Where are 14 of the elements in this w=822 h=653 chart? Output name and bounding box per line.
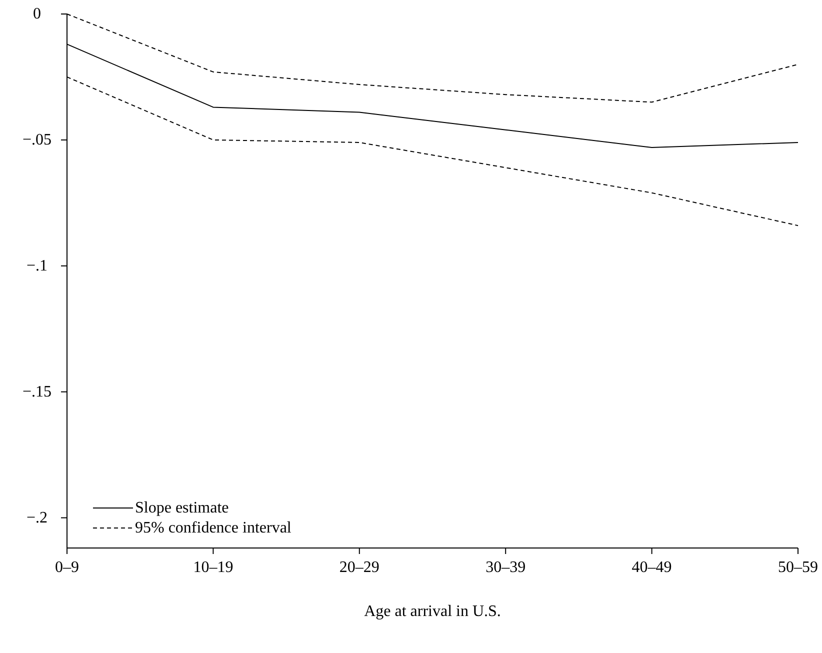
y-tick-label: −.2: [26, 509, 48, 526]
y-tick-label: −.15: [22, 383, 52, 400]
y-tick-label: −.1: [26, 257, 48, 274]
legend-label: Slope estimate: [135, 500, 229, 516]
x-tick-label: 50–59: [778, 559, 818, 576]
x-tick-label: 30–39: [486, 559, 526, 576]
y-tick-label: 0: [33, 6, 41, 22]
y-tick-label: −.05: [22, 131, 52, 148]
x-tick-label: 0–9: [55, 559, 79, 576]
legend-label: 95% confidence interval: [135, 520, 292, 536]
x-tick-label: 10–19: [193, 559, 234, 576]
x-tick-label: 20–29: [339, 559, 380, 576]
x-tick-label: 40–49: [632, 559, 672, 576]
x-axis-title: Age at arrival in U.S.: [364, 603, 501, 620]
